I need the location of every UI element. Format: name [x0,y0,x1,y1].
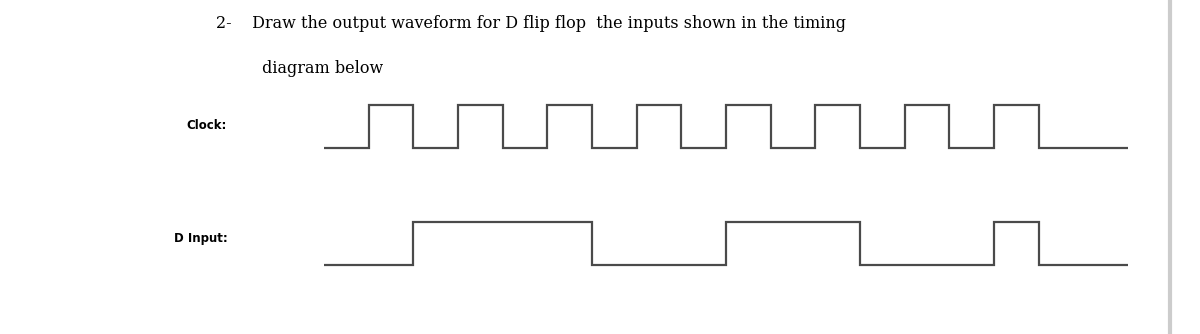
Text: Clock:: Clock: [186,119,227,132]
Text: diagram below: diagram below [216,60,383,77]
Text: 2-    Draw the output waveform for D flip flop  the inputs shown in the timing: 2- Draw the output waveform for D flip f… [216,15,846,32]
Text: D Input:: D Input: [174,232,228,245]
